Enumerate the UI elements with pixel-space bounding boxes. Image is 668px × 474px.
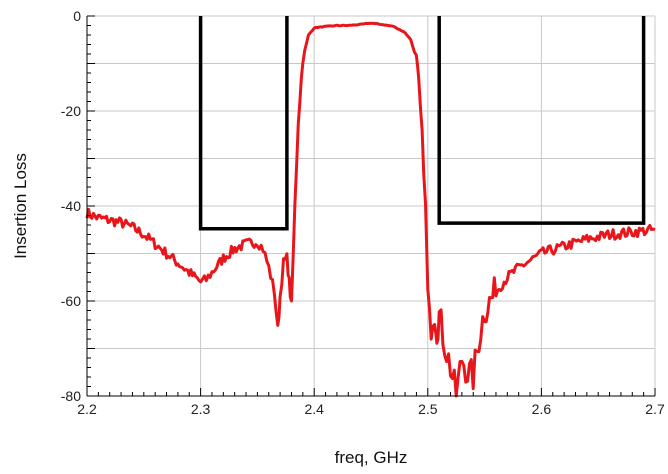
x-axis-title: freq, GHz bbox=[335, 448, 408, 467]
y-tick-label: -20 bbox=[61, 103, 81, 119]
series-layer bbox=[85, 16, 656, 398]
grid-layer bbox=[86, 15, 656, 397]
axis-layer bbox=[86, 15, 656, 397]
y-axis-title: Insertion Loss bbox=[11, 153, 30, 259]
x-tick-label: 2.6 bbox=[532, 401, 552, 417]
y-tick-label: -60 bbox=[61, 293, 81, 309]
rejection-mask-line bbox=[437, 16, 646, 225]
x-tick-label: 2.5 bbox=[418, 401, 438, 417]
x-tick-label: 2.2 bbox=[77, 401, 97, 417]
measured-insertion-loss-line bbox=[85, 21, 656, 398]
tick-label-layer: 2.2 2.3 2.4 2.5 2.6 2.7 0 -20 -40 -60 -80 bbox=[61, 8, 665, 417]
x-tick-label: 2.4 bbox=[304, 401, 324, 417]
y-tick-label: 0 bbox=[73, 8, 81, 24]
y-tick-label: -80 bbox=[61, 388, 81, 404]
x-tick-label: 2.7 bbox=[645, 401, 665, 417]
y-tick-label: -40 bbox=[61, 198, 81, 214]
rejection-mask-line bbox=[198, 16, 289, 231]
x-tick-label: 2.3 bbox=[191, 401, 211, 417]
